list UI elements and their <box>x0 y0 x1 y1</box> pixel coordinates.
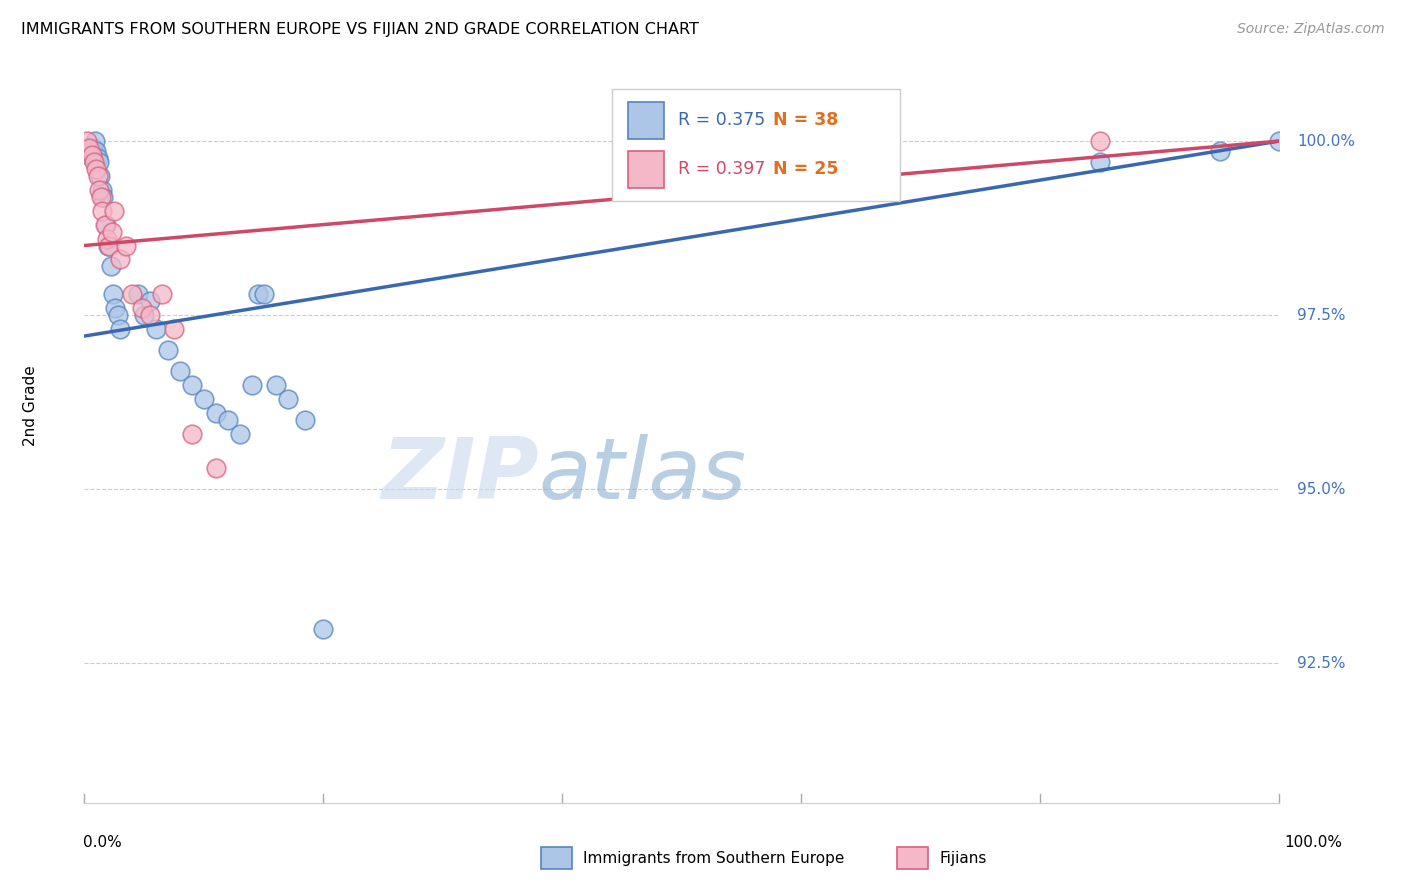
Point <box>77 141 100 155</box>
Text: atlas: atlas <box>538 434 747 516</box>
Point <box>294 412 316 426</box>
Point <box>115 238 138 252</box>
Text: IMMIGRANTS FROM SOUTHERN EUROPE VS FIJIAN 2ND GRADE CORRELATION CHART: IMMIGRANTS FROM SOUTHERN EUROPE VS FIJIA… <box>21 22 699 37</box>
Point <box>91 183 114 197</box>
Point <box>76 134 98 148</box>
Point <box>83 155 105 169</box>
Point <box>103 203 125 218</box>
Point <box>217 412 239 426</box>
Point <box>84 134 107 148</box>
Point <box>94 218 117 232</box>
Text: N = 25: N = 25 <box>773 161 839 178</box>
Point <box>163 322 186 336</box>
Point <box>181 377 204 392</box>
Point <box>139 308 162 322</box>
Text: 100.0%: 100.0% <box>1284 836 1343 850</box>
Point <box>101 287 124 301</box>
Point <box>93 190 115 204</box>
Point <box>93 218 115 232</box>
Text: 97.5%: 97.5% <box>1298 308 1346 323</box>
Point <box>86 145 108 159</box>
Point <box>104 301 127 316</box>
Point <box>145 322 167 336</box>
Point <box>193 392 215 406</box>
Point <box>1090 134 1112 148</box>
Point <box>90 190 112 204</box>
Text: 100.0%: 100.0% <box>1298 134 1355 149</box>
Point <box>80 148 103 162</box>
Point <box>110 322 132 336</box>
Text: Fijians: Fijians <box>939 851 987 865</box>
Point <box>107 308 129 322</box>
Point <box>205 461 228 475</box>
Point <box>246 287 269 301</box>
Text: 2nd Grade: 2nd Grade <box>22 366 38 446</box>
Text: Immigrants from Southern Europe: Immigrants from Southern Europe <box>583 851 845 865</box>
Point <box>264 377 287 392</box>
Point <box>86 169 108 183</box>
Point <box>87 155 110 169</box>
Point <box>97 238 120 252</box>
Point <box>100 260 122 274</box>
Text: N = 38: N = 38 <box>773 112 838 129</box>
Point <box>127 287 149 301</box>
Point <box>312 622 335 636</box>
Point <box>277 392 299 406</box>
Point <box>229 426 252 441</box>
Point <box>132 308 156 322</box>
Text: 0.0%: 0.0% <box>83 836 122 850</box>
Point <box>86 152 108 166</box>
Point <box>101 225 124 239</box>
Point <box>169 364 191 378</box>
Point <box>181 426 204 441</box>
Point <box>1268 134 1291 148</box>
Text: 95.0%: 95.0% <box>1298 482 1346 497</box>
Text: R = 0.375: R = 0.375 <box>678 112 765 129</box>
Point <box>86 161 108 176</box>
Point <box>121 287 143 301</box>
Point <box>1209 145 1232 159</box>
Point <box>1090 155 1112 169</box>
Point <box>139 294 162 309</box>
Point <box>77 148 100 162</box>
Point <box>91 203 114 218</box>
Point <box>110 252 132 267</box>
Point <box>240 377 263 392</box>
Point <box>671 169 693 183</box>
Text: 92.5%: 92.5% <box>1298 656 1346 671</box>
Text: ZIP: ZIP <box>381 434 538 516</box>
Text: R = 0.397: R = 0.397 <box>678 161 765 178</box>
Point <box>79 145 101 159</box>
Point <box>98 238 121 252</box>
Point <box>96 231 118 245</box>
Point <box>82 141 104 155</box>
Point <box>89 169 111 183</box>
Point <box>131 301 153 316</box>
Point <box>87 183 110 197</box>
Point <box>157 343 180 357</box>
Point <box>150 287 173 301</box>
Point <box>253 287 276 301</box>
Text: Source: ZipAtlas.com: Source: ZipAtlas.com <box>1237 22 1385 37</box>
Point <box>205 406 228 420</box>
